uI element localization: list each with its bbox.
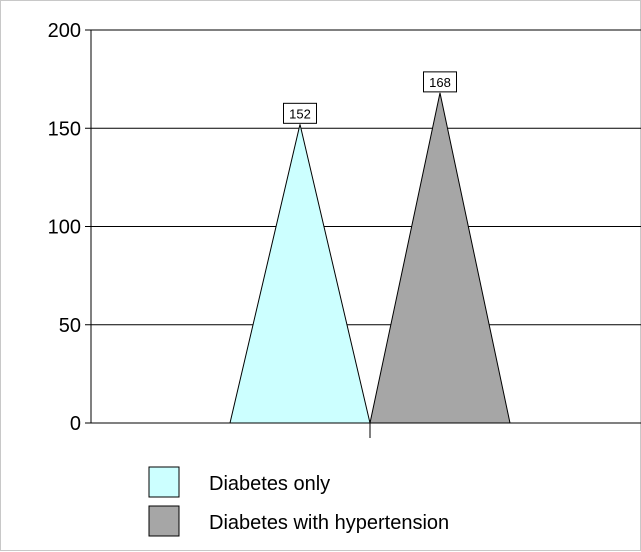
gridlines: [91, 29, 641, 424]
data-label-box: [423, 71, 457, 93]
y-axis-ticks: 0 50 100 150 200: [48, 20, 91, 435]
data-labels: 152 168: [283, 71, 457, 124]
legend-swatch: [148, 505, 180, 537]
axes: [90, 30, 641, 438]
legend-label: Diabetes only: [209, 473, 330, 495]
data-label-box: [283, 102, 317, 124]
data-label: 152: [289, 106, 311, 121]
triangle-bar-diabetes-only: [229, 124, 371, 424]
chart-marks: [229, 92, 511, 424]
data-label: 168: [429, 75, 451, 90]
y-tick-label: 50: [59, 315, 81, 337]
legend-label: Diabetes with hypertension: [209, 512, 449, 534]
y-tick-label: 100: [48, 217, 81, 239]
y-tick-label: 200: [48, 20, 81, 42]
legend: Diabetes only Diabetes with hypertension: [148, 466, 449, 537]
y-tick-label: 150: [48, 118, 81, 140]
y-tick-label: 0: [70, 413, 81, 435]
legend-swatch: [148, 466, 180, 498]
triangle-bar-diabetes-hypertension: [369, 92, 511, 424]
